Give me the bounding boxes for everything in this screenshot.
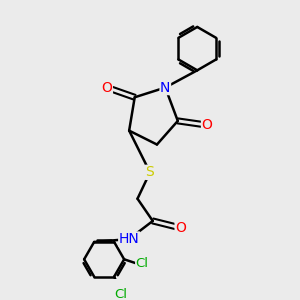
Text: O: O [101,80,112,94]
Text: Cl: Cl [115,288,128,300]
Text: HN: HN [119,232,140,246]
Text: N: N [160,80,170,94]
Text: O: O [175,221,186,235]
Text: Cl: Cl [136,257,149,270]
Text: S: S [146,165,154,179]
Text: O: O [202,118,212,132]
